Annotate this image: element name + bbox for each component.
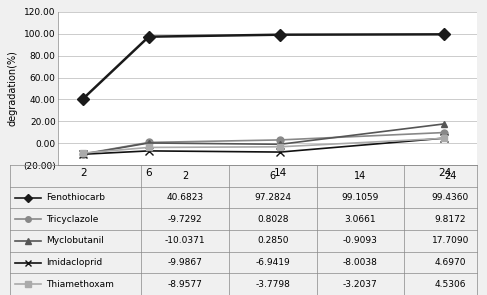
Text: 14: 14 — [354, 171, 367, 181]
Text: 4.6970: 4.6970 — [435, 258, 466, 267]
Text: 6: 6 — [270, 171, 276, 181]
Y-axis label: degradation(%): degradation(%) — [7, 50, 18, 127]
Text: Tricyclazole: Tricyclazole — [46, 215, 99, 224]
Text: -8.9577: -8.9577 — [168, 280, 203, 289]
Text: -9.9867: -9.9867 — [168, 258, 203, 267]
Text: 99.4360: 99.4360 — [432, 193, 469, 202]
Text: 97.2824: 97.2824 — [254, 193, 291, 202]
Text: 0.8028: 0.8028 — [257, 215, 288, 224]
Text: -9.7292: -9.7292 — [168, 215, 203, 224]
Text: 40.6823: 40.6823 — [167, 193, 204, 202]
Text: Fenothiocarb: Fenothiocarb — [46, 193, 105, 202]
Text: 99.1059: 99.1059 — [342, 193, 379, 202]
Text: -3.7798: -3.7798 — [255, 280, 290, 289]
Text: -6.9419: -6.9419 — [255, 258, 290, 267]
Text: -0.9093: -0.9093 — [343, 236, 378, 245]
Text: 0.2850: 0.2850 — [257, 236, 288, 245]
Text: 9.8172: 9.8172 — [435, 215, 466, 224]
Text: 17.7090: 17.7090 — [432, 236, 469, 245]
Text: 2: 2 — [182, 171, 188, 181]
Text: -10.0371: -10.0371 — [165, 236, 206, 245]
Text: Thiamethoxam: Thiamethoxam — [46, 280, 114, 289]
Text: 3.0661: 3.0661 — [345, 215, 376, 224]
Text: -8.0038: -8.0038 — [343, 258, 378, 267]
Text: -3.2037: -3.2037 — [343, 280, 378, 289]
Text: 4.5306: 4.5306 — [435, 280, 466, 289]
Text: Myclobutanil: Myclobutanil — [46, 236, 104, 245]
Text: 24: 24 — [444, 171, 457, 181]
Text: Imidacloprid: Imidacloprid — [46, 258, 103, 267]
